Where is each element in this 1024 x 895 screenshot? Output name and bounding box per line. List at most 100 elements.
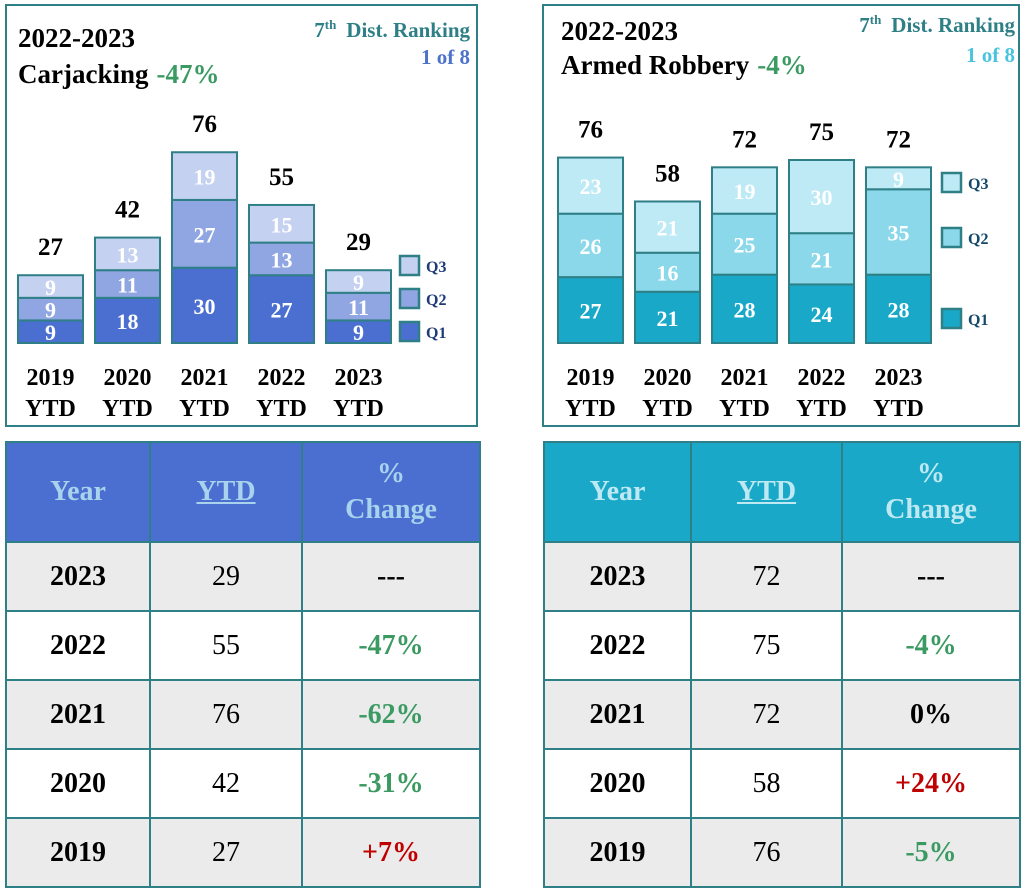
carjacking-x-tick-year-4: 2023 bbox=[335, 365, 383, 391]
carjacking-bar-2022-q3 bbox=[248, 203, 315, 244]
armed-robbery-cell-change: --- bbox=[841, 541, 1021, 612]
carjacking-bar-label-2019-q3: 9 bbox=[45, 275, 56, 300]
armed-robbery-cell-year: 2021 bbox=[543, 679, 692, 750]
carjacking-bar-label-2020-q3: 13 bbox=[117, 242, 139, 267]
carjacking-x-tick-year-0: 2019 bbox=[27, 365, 75, 391]
armed-robbery-legend-swatch-q2 bbox=[940, 226, 963, 249]
armed-robbery-table-row: 2020 58 +24% bbox=[543, 748, 1021, 819]
carjacking-bar-label-2022-q2: 13 bbox=[271, 247, 293, 272]
carjacking-table-row: 2019 27 +7% bbox=[5, 817, 481, 888]
armed-robbery-title-years: 2022-2023 bbox=[561, 16, 678, 46]
carjacking-bar-label-2023-q2: 11 bbox=[348, 295, 369, 320]
armed-robbery-header-year: Year bbox=[543, 441, 692, 543]
armed-robbery-x-tick-year-3: 2022 bbox=[798, 365, 846, 391]
armed-robbery-total-label-2022: 75 bbox=[809, 119, 834, 146]
armed-robbery-x-tick-year-0: 2019 bbox=[567, 365, 615, 391]
carjacking-bar-label-2019-q2: 9 bbox=[45, 298, 56, 323]
armed-robbery-cell-change: -5% bbox=[841, 817, 1021, 888]
carjacking-total-label-2019: 27 bbox=[38, 234, 63, 261]
armed-robbery-bar-label-2021-q2: 25 bbox=[734, 233, 756, 258]
carjacking-cell-year: 2023 bbox=[5, 541, 151, 612]
armed-robbery-cell-year: 2022 bbox=[543, 610, 692, 681]
armed-robbery-bar-label-2023-q1: 28 bbox=[888, 297, 910, 322]
carjacking-bar-2023-q2 bbox=[325, 291, 392, 322]
carjacking-total-label-2022: 55 bbox=[269, 164, 294, 191]
carjacking-cell-ytd: 42 bbox=[149, 748, 303, 819]
carjacking-x-tick-ytd-3: YTD bbox=[256, 396, 307, 422]
armed-robbery-table-row: 2022 75 -4% bbox=[543, 610, 1021, 681]
carjacking-total-label-2020: 42 bbox=[115, 197, 140, 224]
armed-robbery-cell-change: -4% bbox=[841, 610, 1021, 681]
armed-robbery-total-label-2021: 72 bbox=[732, 126, 757, 153]
armed-robbery-bar-label-2020-q2: 16 bbox=[657, 261, 679, 286]
carjacking-x-tick-ytd-2: YTD bbox=[179, 396, 230, 422]
armed-robbery-ranking-label: 7th Dist. Ranking bbox=[859, 12, 1015, 37]
carjacking-panel-frame bbox=[5, 4, 478, 427]
armed-robbery-legend-label-q2: Q2 bbox=[968, 231, 988, 248]
carjacking-cell-year: 2019 bbox=[5, 817, 151, 888]
carjacking-cell-change: -62% bbox=[301, 679, 481, 750]
armed-robbery-bar-2022-q2 bbox=[788, 232, 855, 286]
carjacking-table: Year YTD % Change 2023 29 --- 2022 55 -47% 2021… bbox=[5, 441, 481, 888]
carjacking-x-tick-ytd-4: YTD bbox=[333, 396, 384, 422]
carjacking-x-tick-year-2: 2021 bbox=[181, 365, 229, 391]
carjacking-bar-label-2019-q1: 9 bbox=[45, 320, 56, 345]
carjacking-bar-label-2020-q1: 18 bbox=[117, 309, 139, 334]
armed-robbery-bar-2021-q1 bbox=[711, 273, 778, 344]
armed-robbery-bar-label-2020-q3: 21 bbox=[657, 216, 679, 241]
armed-robbery-cell-ytd: 72 bbox=[690, 541, 843, 612]
carjacking-x-tick-ytd-0: YTD bbox=[25, 396, 76, 422]
armed-robbery-table: Year YTD % Change 2023 72 --- 2022 75 -4% 2021 7… bbox=[543, 441, 1021, 888]
carjacking-ranking-value: 1 of 8 bbox=[421, 45, 470, 69]
armed-robbery-table-row: 2023 72 --- bbox=[543, 541, 1021, 612]
carjacking-ranking-label: 7th Dist. Ranking bbox=[314, 17, 470, 42]
armed-robbery-x-tick-year-4: 2023 bbox=[875, 365, 923, 391]
armed-robbery-total-label-2023: 72 bbox=[886, 126, 911, 153]
carjacking-bar-2019-q3 bbox=[17, 274, 84, 299]
armed-robbery-title-change: -4% bbox=[757, 50, 807, 80]
carjacking-bar-2023-q3 bbox=[325, 269, 392, 294]
armed-robbery-ranking-sup: th bbox=[870, 12, 882, 27]
armed-robbery-bar-label-2019-q2: 26 bbox=[580, 234, 602, 259]
carjacking-x-tick-ytd-1: YTD bbox=[102, 396, 153, 422]
carjacking-bar-label-2021-q1: 30 bbox=[194, 294, 216, 319]
carjacking-bar-label-2022-q3: 15 bbox=[271, 212, 293, 237]
armed-robbery-header-ytd: YTD bbox=[690, 441, 843, 543]
armed-robbery-cell-year: 2023 bbox=[543, 541, 692, 612]
armed-robbery-x-tick-year-2: 2021 bbox=[721, 365, 769, 391]
carjacking-header-change-line2: Change bbox=[345, 494, 437, 525]
armed-robbery-bar-2019-q2 bbox=[557, 212, 624, 279]
armed-robbery-title-crime: Armed Robbery bbox=[561, 50, 750, 80]
armed-robbery-bar-2019-q3 bbox=[557, 156, 624, 215]
carjacking-header-ytd: YTD bbox=[149, 441, 303, 543]
armed-robbery-x-tick-year-1: 2020 bbox=[644, 365, 692, 391]
armed-robbery-chart-panel: 2022-2023 Armed Robbery -4% 7th Dist. Rank… bbox=[542, 4, 1020, 427]
carjacking-legend-swatch-q2 bbox=[398, 287, 421, 310]
armed-robbery-bar-label-2023-q3: 9 bbox=[893, 167, 904, 192]
carjacking-legend-label-q2: Q2 bbox=[426, 292, 446, 309]
carjacking-bar-2020-q3 bbox=[94, 236, 161, 272]
armed-robbery-bar-2021-q3 bbox=[711, 166, 778, 215]
armed-robbery-bar-label-2023-q2: 35 bbox=[888, 220, 910, 245]
carjacking-title-years: 2022-2023 bbox=[18, 23, 135, 53]
carjacking-title-change: -47% bbox=[157, 59, 220, 89]
carjacking-cell-ytd: 55 bbox=[149, 610, 303, 681]
armed-robbery-bar-2022-q1 bbox=[788, 283, 855, 345]
carjacking-cell-year: 2021 bbox=[5, 679, 151, 750]
armed-robbery-x-tick-ytd-3: YTD bbox=[796, 396, 847, 422]
carjacking-table-row: 2021 76 -62% bbox=[5, 679, 481, 750]
carjacking-legend-swatch-q3 bbox=[398, 254, 421, 277]
carjacking-header-change: % Change bbox=[301, 441, 481, 543]
armed-robbery-title: Armed Robbery -4% bbox=[561, 50, 807, 80]
carjacking-title: Carjacking -47% bbox=[18, 59, 220, 89]
armed-robbery-bar-2023-q3 bbox=[865, 166, 932, 191]
carjacking-cell-ytd: 29 bbox=[149, 541, 303, 612]
armed-robbery-total-label-2020: 58 bbox=[655, 160, 680, 187]
carjacking-title-crime: Carjacking bbox=[18, 59, 149, 89]
armed-robbery-bar-label-2019-q1: 27 bbox=[580, 299, 602, 324]
carjacking-cell-change: --- bbox=[301, 541, 481, 612]
armed-robbery-bar-2022-q3 bbox=[788, 159, 855, 235]
armed-robbery-table-body: 2023 72 --- 2022 75 -4% 2021 72 0% 2020 58 +24% 2019… bbox=[543, 541, 1021, 888]
armed-robbery-bar-2020-q2 bbox=[634, 251, 701, 293]
armed-robbery-bar-label-2021-q1: 28 bbox=[734, 297, 756, 322]
